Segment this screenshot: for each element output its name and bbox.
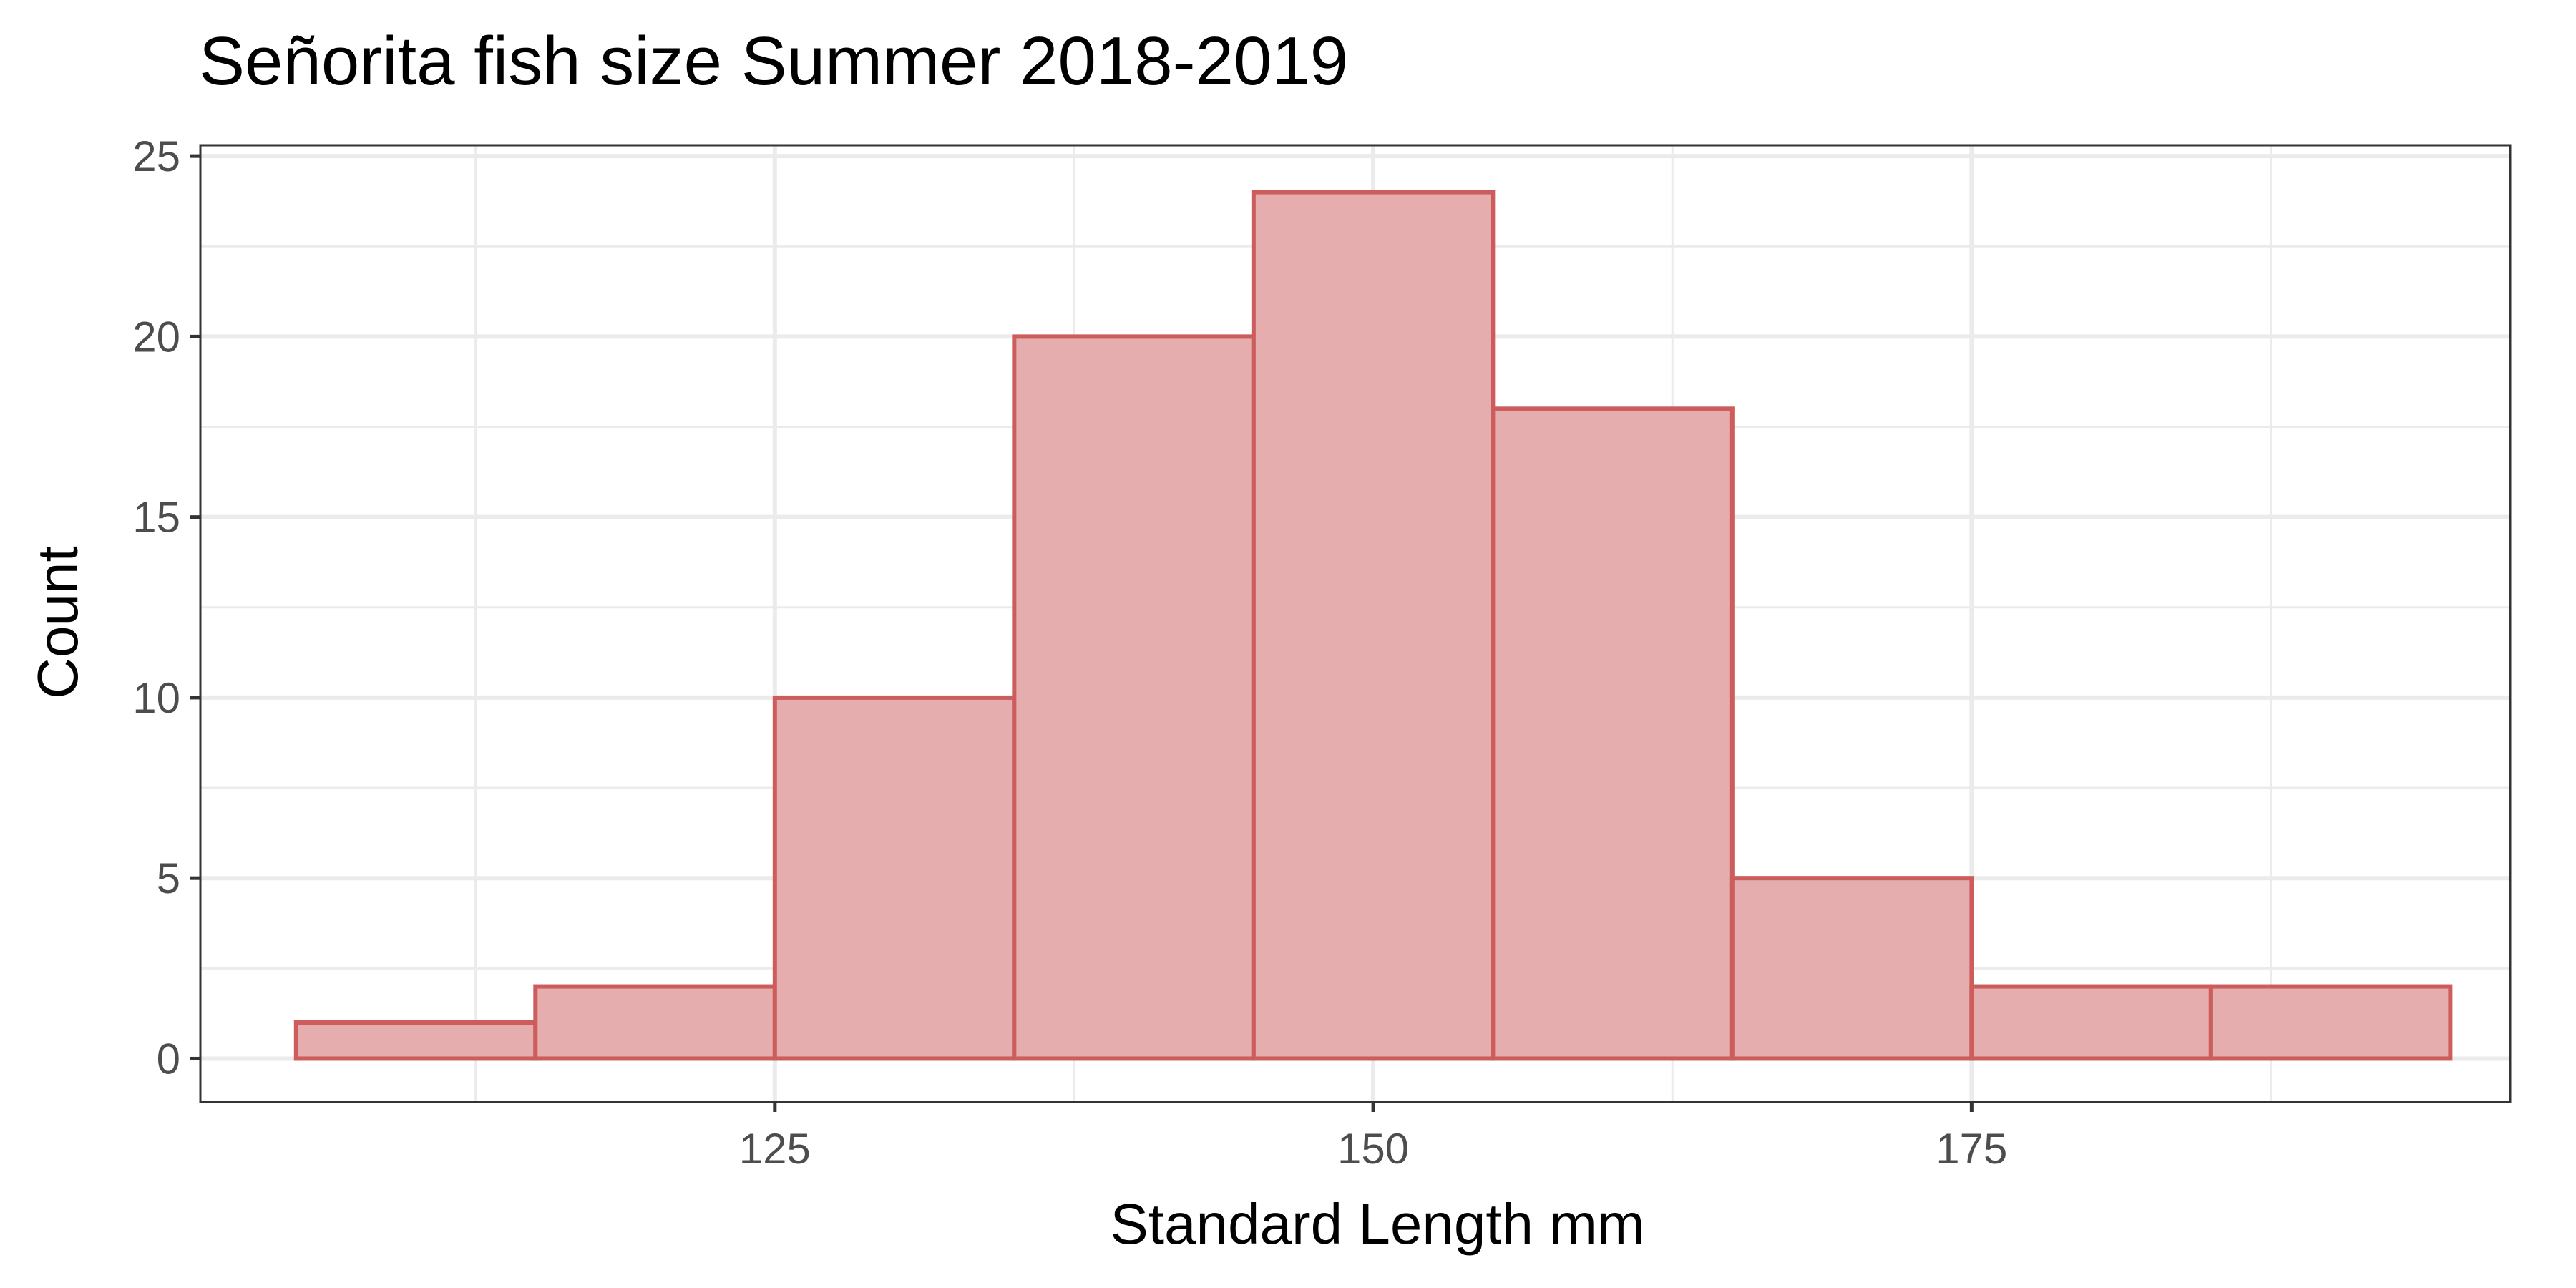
histogram-bar [293,1020,538,1061]
chart-title: Señorita fish size Summer 2018-2019 [199,23,1348,99]
x-tick-label: 175 [1936,1125,2007,1173]
histogram-bar [2208,984,2453,1061]
y-tick-label: 20 [132,313,180,361]
y-tick-label: 10 [132,674,180,722]
y-tick-label: 25 [132,132,180,180]
x-tick-label: 125 [739,1125,811,1173]
panel-border [199,144,2512,1103]
histogram-bar [1251,190,1496,1061]
x-axis-title: Standard Length mm [1110,1192,1644,1256]
histogram-bar [1012,334,1256,1061]
y-tick-label: 5 [157,854,180,902]
histogram-bar [533,984,777,1061]
histogram-bar [1729,876,1974,1061]
axes: 0 5 10 15 20 25 125 150 175 [132,132,2512,1173]
histogram-bar [1491,406,1735,1061]
x-tick-label: 150 [1337,1125,1409,1173]
histogram-bar [772,695,1017,1061]
y-tick-label: 15 [132,494,180,542]
y-axis-title: Count [26,546,89,698]
histogram-bar [1969,984,2213,1061]
bars [293,190,2453,1061]
y-tick-label: 0 [157,1035,180,1083]
